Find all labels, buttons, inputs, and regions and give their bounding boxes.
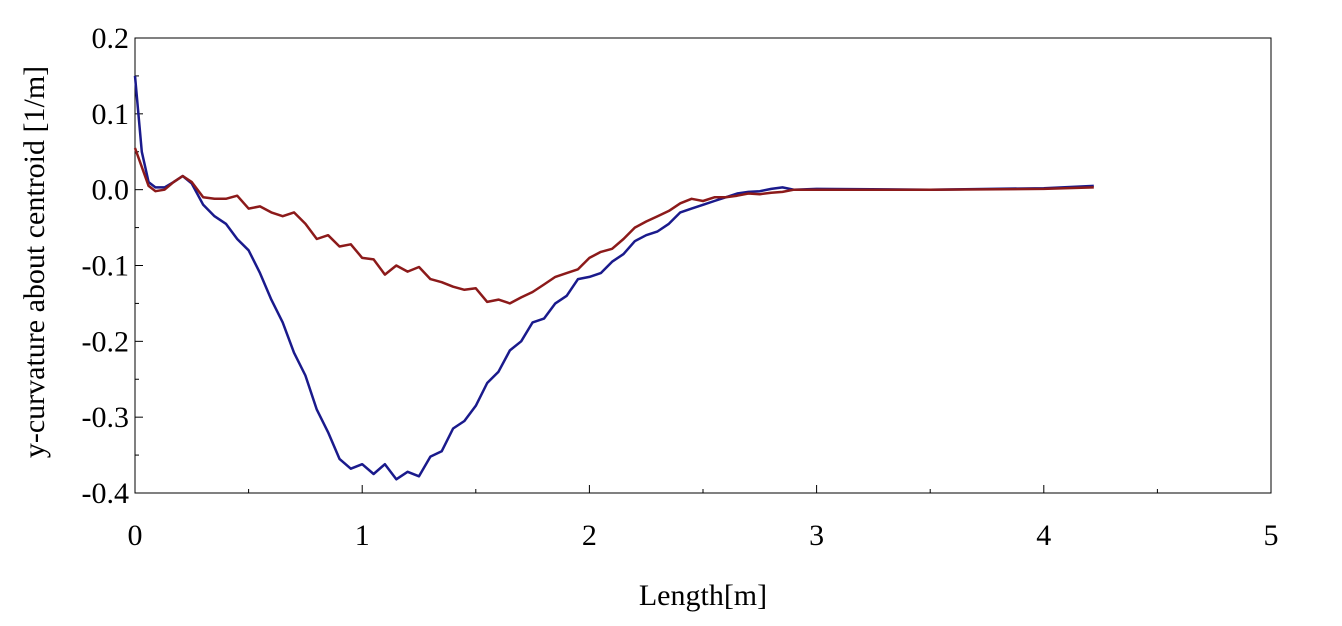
y-tick-label: 0.0 xyxy=(92,174,130,207)
y-tick-label: -0.4 xyxy=(82,477,130,510)
plot-area-frame xyxy=(134,37,1272,494)
x-tick-label: 2 xyxy=(582,519,597,552)
series-layer xyxy=(133,75,1094,481)
x-axis-title: Length[m] xyxy=(639,579,767,612)
series-line-2 xyxy=(133,147,1094,305)
y-tick-label: -0.3 xyxy=(82,401,130,434)
y-tick-label: -0.1 xyxy=(82,250,130,283)
y-tick-label: 0.2 xyxy=(92,22,130,55)
y-axis-title: y-curvature about centroid [1/m] xyxy=(18,66,51,458)
x-tick-label: 1 xyxy=(355,519,370,552)
y-tick-label: -0.2 xyxy=(82,325,130,358)
series-line-1 xyxy=(133,75,1094,481)
x-tick-label: 3 xyxy=(809,519,824,552)
x-tick-label: 5 xyxy=(1264,519,1279,552)
x-tick-label: 4 xyxy=(1036,519,1051,552)
x-tick-label: 0 xyxy=(128,519,143,552)
y-axis-ticks: 0.2 0.1 0.0 -0.1 -0.2 -0.3 -0.4 xyxy=(82,22,143,510)
y-tick-label: 0.1 xyxy=(92,98,130,131)
x-axis-ticks: 0 1 2 3 4 5 xyxy=(128,485,1279,552)
